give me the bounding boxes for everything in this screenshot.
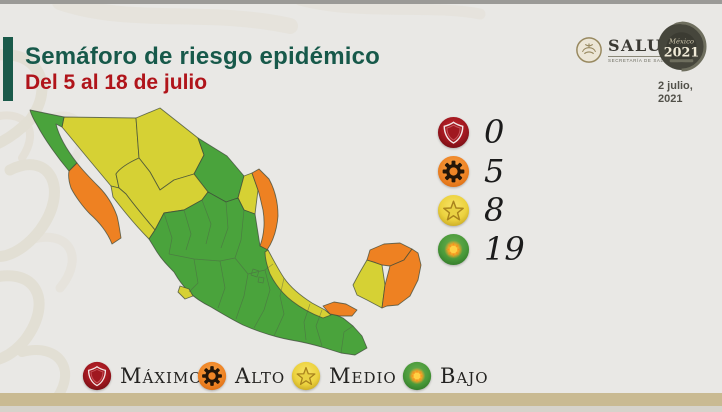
- state-baja-california: [29, 109, 78, 172]
- state-quintana-roo: [381, 248, 422, 309]
- count-row-bajo: 19: [437, 233, 525, 266]
- state-inner-borders: [163, 199, 354, 354]
- maximo-count: 0: [484, 113, 505, 151]
- medio-star-icon: [437, 194, 470, 227]
- maximo-shield-icon: [82, 361, 112, 391]
- mexico-2021-year: 2021: [664, 45, 700, 60]
- legend-item-alto: Alto: [197, 361, 285, 391]
- bajo-count: 19: [484, 230, 525, 268]
- salud-subtitle: SECRETARÍA DE SALUD: [608, 55, 678, 63]
- date-line-2: 2021: [658, 93, 683, 105]
- legend-label-maximo: Máximo: [120, 364, 203, 388]
- salud-seal-icon: [576, 37, 602, 63]
- bajo-sun-icon: [402, 361, 432, 391]
- legend-item-bajo: Bajo: [402, 361, 489, 391]
- page-subtitle: Del 5 al 18 de julio: [25, 71, 208, 94]
- count-row-medio: 8: [437, 194, 525, 227]
- bottom-tan-bar: [0, 393, 722, 406]
- medio-star-icon: [291, 361, 321, 391]
- top-strip: [0, 0, 722, 4]
- mexico-risk-map: [29, 107, 422, 356]
- title-accent-bar: [3, 37, 13, 101]
- alto-gear-icon: [437, 155, 470, 188]
- alto-gear-icon: [197, 361, 227, 391]
- state-tabasco: [322, 301, 358, 317]
- state-baja-california-sur: [68, 162, 122, 245]
- state-colima: [177, 285, 194, 300]
- mexico-2021-logo: México 2021: [657, 21, 707, 72]
- date: 2 julio, 2021: [658, 80, 693, 106]
- legend-label-alto: Alto: [235, 364, 286, 388]
- alto-count: 5: [484, 152, 505, 190]
- medio-count: 8: [484, 191, 505, 229]
- risk-count-list: 0 5 8 19: [437, 116, 525, 266]
- page-title: Semáforo de riesgo epidémico: [25, 43, 381, 70]
- bottom-gray-strip: [0, 406, 722, 412]
- date-line-1: 2 julio,: [658, 80, 693, 92]
- legend-item-medio: Medio: [291, 361, 397, 391]
- state-campeche: [352, 259, 386, 309]
- mexico-2021-name: México: [668, 38, 694, 46]
- count-row-alto: 5: [437, 155, 525, 188]
- bajo-sun-icon: [437, 233, 470, 266]
- count-row-maximo: 0: [437, 116, 525, 149]
- maximo-shield-icon: [437, 116, 470, 149]
- state-veracruz: [264, 249, 332, 319]
- legend-item-maximo: Máximo: [82, 361, 203, 391]
- legend-label-medio: Medio: [329, 364, 397, 388]
- legend-label-bajo: Bajo: [440, 364, 489, 388]
